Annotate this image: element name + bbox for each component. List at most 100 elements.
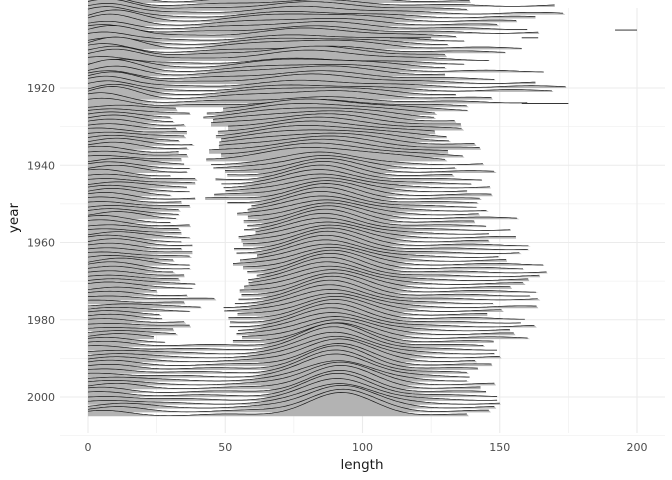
ridge-line [87,242,182,249]
ridge-line [87,278,196,285]
ridge-line [87,192,196,200]
ridge-line [87,65,445,76]
ridge-line [87,127,187,133]
ridge-line [87,322,484,346]
ridges [87,0,637,417]
ridge-line [87,238,193,246]
ridge-fill [88,86,493,100]
ridge-line [236,316,514,335]
ridge-line [87,228,182,234]
ridge-line [224,292,502,312]
ridge-line [87,378,498,401]
ridge-line [87,104,176,109]
ridge-line [227,186,478,204]
ridge-line [87,56,465,65]
ridge-line [229,307,535,328]
x-tick-label: 50 [218,441,232,454]
ridge-fill [88,9,518,23]
ridge-line [87,37,448,45]
x-tick-label: 150 [489,441,510,454]
ridge-line [87,205,179,210]
ridge-fill [88,370,487,394]
ridge-line [87,345,478,370]
ridge-line [87,181,187,188]
ridge-line [87,137,193,146]
ridge-line [87,134,179,141]
ridge-line [150,0,470,3]
ridge-line [87,313,163,320]
ridge-line [87,184,190,193]
ridge-fill [88,3,566,15]
ridge-line [87,257,190,266]
ridge-line [87,141,187,149]
y-axis-title: year [6,202,22,233]
ridge-line [87,58,445,68]
ridge-line [87,20,528,30]
ridge-fill [88,392,469,417]
y-tick-label: 1960 [27,237,55,250]
ridge-fill [88,14,500,27]
ridge-line [87,111,171,118]
ridge-line [251,191,477,208]
ridge-line [87,231,190,239]
ridge-line [248,261,529,281]
ridge-line [87,385,495,409]
ridge-line [87,83,456,95]
ridge-line [87,0,467,10]
ridge-fill [88,362,496,386]
ridge-line [87,9,517,22]
ridge-fill [88,378,498,401]
ridge-line [87,361,495,386]
ridge-line [87,372,497,397]
ridge-line [87,59,544,73]
ridge-line [212,110,455,122]
ridge-line [87,211,176,219]
y-tick-label: 1920 [27,82,55,95]
ridge-line [87,299,185,303]
ridge-fill [88,80,554,92]
ridge-line [215,164,482,181]
ridge-line [87,281,193,289]
ridge-line [233,230,528,251]
ridge-fill [88,332,495,355]
ridge-line [87,365,481,389]
ridge-fill [88,327,175,332]
ridge-line [87,310,160,315]
ridge-line [87,158,185,165]
ridge-line [87,71,536,84]
ridge-line [87,295,215,299]
ridge-line [87,70,495,80]
ridge-fill [88,296,217,301]
ridge-line [247,253,547,274]
ridge-line [87,234,182,243]
ridge-line [87,318,185,323]
ridge-line [242,319,528,339]
ridge-line [224,157,495,173]
ridge-line [87,326,497,351]
ridge-line [255,217,489,235]
ridge-line [87,48,489,61]
ridge-line [87,270,185,276]
ridge-line [214,180,492,196]
ridge-line [87,392,467,417]
ridge-line [87,36,522,49]
ridge-line [87,330,176,334]
ridge-line [206,103,435,114]
ridge-line [241,275,530,297]
ridge-line [234,284,493,305]
ridge-line [87,327,174,330]
x-tick-label: 200 [627,441,648,454]
ridge-line [243,205,475,223]
ridge-line [241,224,489,243]
ridge-line [87,208,179,215]
ridge-line [87,188,171,196]
ridge-line [248,265,524,285]
ridge-line [87,215,171,223]
ridge-line [236,234,520,254]
ridge-line [87,274,179,280]
ridge-line [87,150,187,156]
ridge-line [87,265,174,273]
ridge-line [87,331,495,355]
ridge-line [87,343,492,366]
